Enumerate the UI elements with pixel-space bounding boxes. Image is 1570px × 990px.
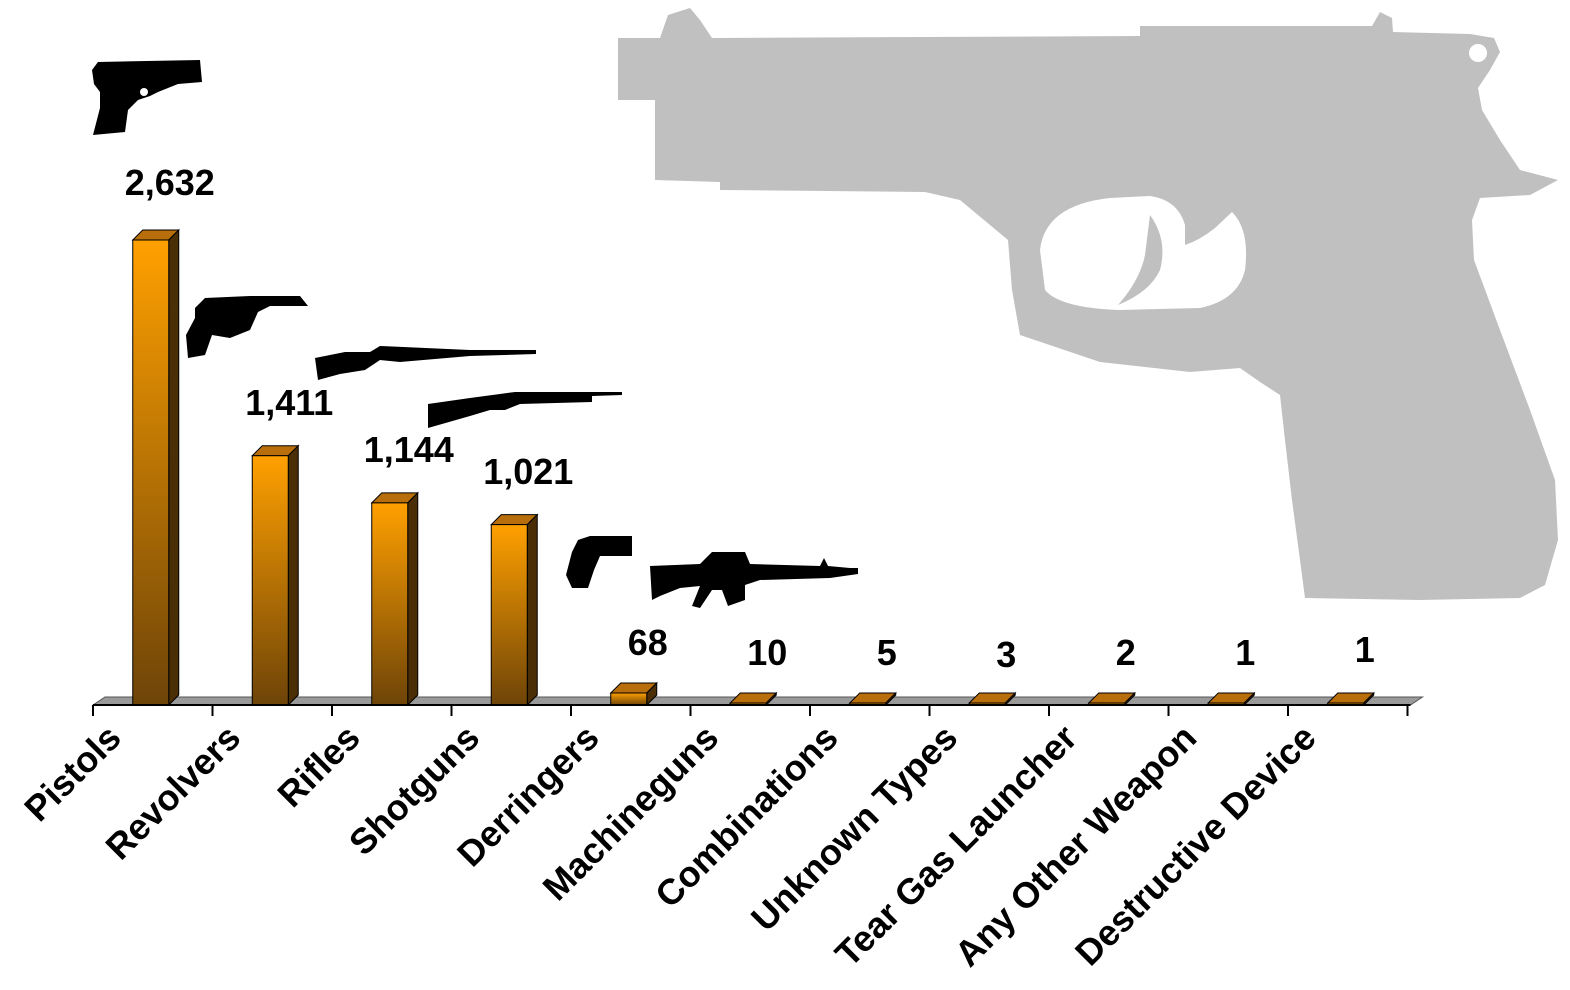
- bar-shotguns: [490, 513, 539, 707]
- category-label: Pistols: [16, 717, 128, 829]
- bar-revolvers: [251, 444, 300, 707]
- bar-side-face: [287, 444, 299, 707]
- value-label: 3: [996, 634, 1016, 675]
- bar-front-face: [371, 502, 409, 706]
- value-label: 1: [1235, 632, 1255, 673]
- bar-destructive-device: [1326, 691, 1375, 707]
- revolver-icon: [186, 296, 308, 358]
- value-label: 68: [628, 622, 668, 663]
- bar-side-face: [526, 513, 538, 707]
- bar-front-face: [490, 524, 528, 706]
- machinegun-icon: [650, 552, 858, 608]
- rifle-icon: [315, 346, 536, 380]
- bar-side-face: [168, 228, 180, 707]
- bars: [131, 228, 1375, 707]
- value-label: 1: [1355, 629, 1375, 670]
- value-label: 2: [1116, 632, 1136, 673]
- x-axis: [92, 704, 1411, 716]
- bar-front-face: [251, 455, 289, 706]
- bar-rifles: [370, 491, 419, 707]
- value-labels: 2,632 1,411 1,144 1,021 68 10 5 3 2 1 1: [125, 162, 1375, 675]
- pistol-icon: [92, 60, 202, 135]
- derringer-icon: [566, 536, 632, 588]
- value-label: 1,144: [364, 429, 454, 470]
- pistol-silhouette-icon: [618, 8, 1558, 600]
- value-label: 10: [747, 632, 787, 673]
- value-label: 2,632: [125, 162, 215, 203]
- bar-front-face: [132, 239, 170, 706]
- bar-side-face: [407, 491, 419, 707]
- value-label: 1,411: [245, 382, 333, 423]
- bar-pistols: [131, 228, 180, 707]
- category-label: Unknown Types: [743, 717, 965, 939]
- value-label: 1,021: [483, 451, 573, 492]
- bar-front-face: [610, 692, 648, 706]
- category-label: Rifles: [269, 717, 367, 815]
- shotgun-icon: [428, 392, 622, 428]
- bar-derringers: [609, 681, 658, 707]
- value-label: 5: [877, 632, 897, 673]
- category-label: Destructive Device: [1067, 717, 1324, 974]
